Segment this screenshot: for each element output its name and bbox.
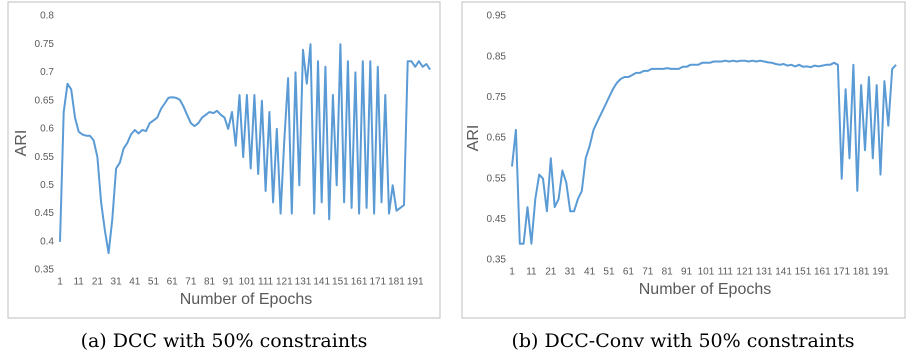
y-tick-label: 0.65 [487, 133, 507, 144]
x-tick-label: 81 [204, 277, 216, 288]
y-tick-label: 0.6 [40, 124, 54, 135]
x-tick-label: 111 [718, 267, 734, 278]
x-tick-label: 31 [565, 267, 577, 278]
x-tick-label: 111 [258, 277, 274, 288]
y-tick-label: 0.55 [35, 152, 55, 163]
x-tick-label: 21 [545, 267, 557, 278]
x-tick-label: 41 [584, 267, 596, 278]
x-tick-label: 11 [526, 267, 537, 278]
x-tick-label: 51 [603, 267, 615, 278]
x-tick-label: 1 [509, 267, 515, 278]
y-axis-title: ARI [13, 130, 30, 157]
x-tick-label: 151 [795, 267, 812, 278]
x-tick-label: 71 [185, 277, 197, 288]
x-tick-label: 121 [736, 267, 753, 278]
x-tick-label: 191 [872, 267, 889, 278]
x-tick-label: 181 [388, 277, 405, 288]
x-axis-title: Number of Epochs [639, 281, 772, 298]
x-tick-label: 61 [167, 277, 179, 288]
y-tick-label: 0.4 [40, 236, 54, 247]
x-tick-label: 131 [295, 277, 312, 288]
y-tick-label: 0.85 [487, 51, 507, 62]
x-tick-label: 141 [313, 277, 330, 288]
x-tick-label: 1 [57, 277, 63, 288]
y-tick-label: 0.65 [35, 95, 55, 106]
x-tick-label: 131 [756, 267, 773, 278]
x-tick-label: 171 [833, 267, 850, 278]
y-tick-label: 0.8 [40, 11, 54, 22]
x-tick-label: 21 [92, 277, 104, 288]
x-tick-label: 151 [332, 277, 349, 288]
x-tick-label: 11 [73, 277, 84, 288]
x-tick-label: 41 [129, 277, 141, 288]
x-tick-label: 161 [814, 267, 831, 278]
x-tick-label: 91 [223, 277, 235, 288]
x-tick-label: 101 [698, 267, 715, 278]
x-tick-label: 171 [369, 277, 386, 288]
y-tick-label: 0.45 [487, 214, 507, 225]
y-tick-label: 0.5 [40, 180, 54, 191]
line [511, 59, 897, 245]
x-tick-label: 161 [351, 277, 368, 288]
x-tick-label: 51 [148, 277, 160, 288]
x-tick-label: 191 [407, 277, 424, 288]
caption: (b) DCC-Conv with 50% constraints [511, 330, 854, 352]
x-tick-label: 91 [681, 267, 693, 278]
y-tick-label: 0.55 [487, 173, 507, 184]
x-tick-label: 121 [276, 277, 293, 288]
y-tick-label: 0.35 [35, 265, 55, 276]
x-tick-label: 81 [662, 267, 674, 278]
y-tick-label: 0.95 [487, 11, 507, 22]
x-axis-title: Number of Epochs [180, 291, 313, 308]
y-axis-title: ARI [465, 125, 482, 152]
x-tick-label: 31 [111, 277, 123, 288]
x-tick-label: 101 [239, 277, 256, 288]
y-tick-label: 0.75 [35, 39, 55, 50]
caption: (a) DCC with 50% constraints [81, 330, 368, 352]
y-tick-label: 0.45 [35, 208, 55, 219]
x-tick-label: 71 [642, 267, 654, 278]
line [59, 43, 431, 255]
x-tick-label: 181 [853, 267, 870, 278]
x-tick-label: 141 [775, 267, 792, 278]
x-tick-label: 61 [623, 267, 635, 278]
y-tick-label: 0.7 [40, 67, 54, 78]
y-tick-label: 0.35 [487, 255, 507, 266]
y-tick-label: 0.75 [487, 92, 507, 103]
panel-b [461, 1, 906, 319]
